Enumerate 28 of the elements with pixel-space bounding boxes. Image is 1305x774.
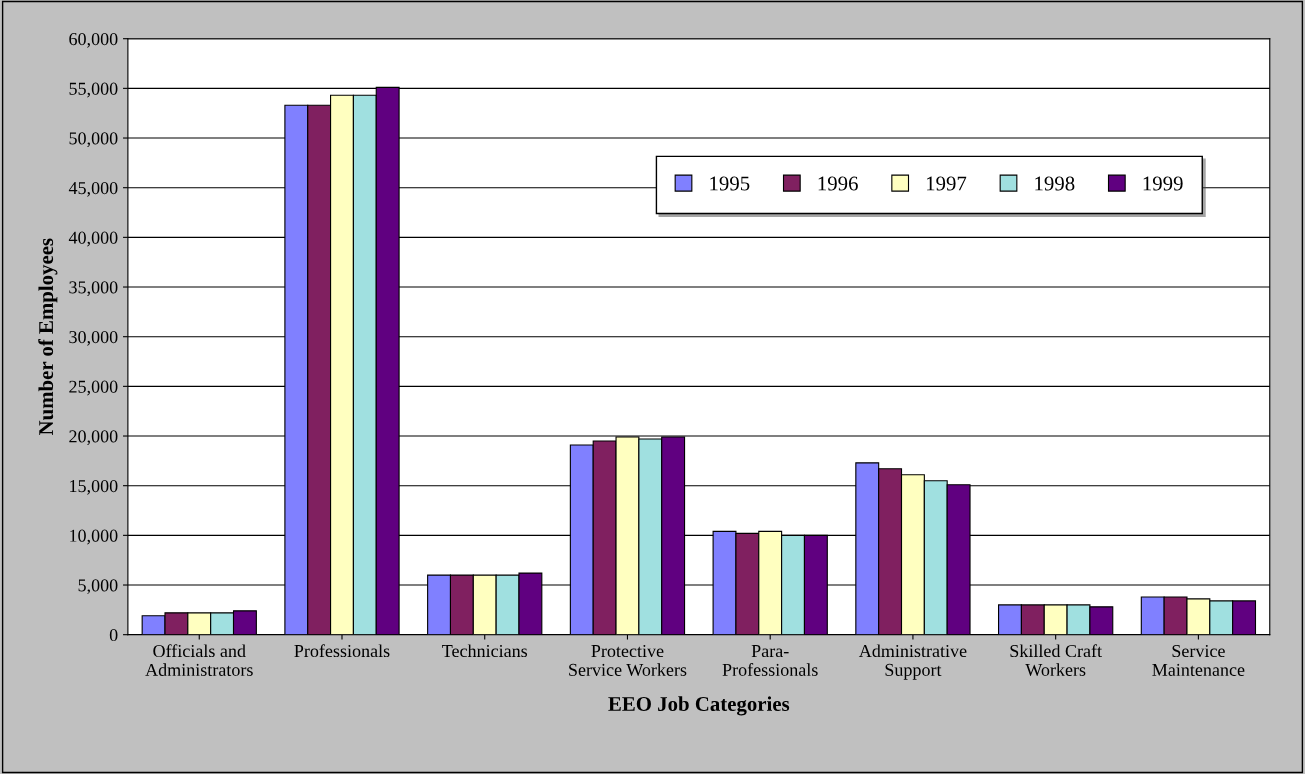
x-tick-label: Technicians — [442, 644, 528, 658]
x-tick-label: Protective Service Workers — [569, 644, 687, 677]
y-tick-label: 10,000 — [70, 529, 118, 545]
legend-label: 1999 — [1143, 176, 1183, 191]
y-tick-label: 40,000 — [68, 231, 118, 247]
x-tick-label: Para- Professionals — [722, 645, 818, 676]
y-tick-label: 60,000 — [69, 32, 118, 48]
x-axis-title: EEO Job Categories — [608, 696, 790, 716]
y-tick-label: 30,000 — [69, 330, 118, 346]
y-tick-label: 5,000 — [78, 579, 118, 595]
y-tick-label: 45,000 — [68, 181, 118, 197]
legend-label: 1996 — [818, 176, 858, 191]
y-tick-label: 50,000 — [69, 132, 118, 148]
y-tick-label: 15,000 — [70, 479, 118, 495]
y-tick-label: 55,000 — [69, 82, 118, 98]
y-tick-label: 25,000 — [69, 380, 118, 396]
x-tick-label: Skilled Craft Workers — [1010, 644, 1102, 677]
y-axis-title: Number of Employees — [38, 238, 58, 436]
x-tick-label: Administrative Support — [858, 644, 967, 680]
x-tick-label: Service Maintenance — [1152, 644, 1245, 676]
y-tick-label: 20,000 — [69, 430, 118, 446]
legend-label: 1998 — [1035, 176, 1075, 191]
y-tick-label: 0 — [109, 628, 118, 642]
legend-label: 1995 — [710, 176, 750, 191]
x-tick-label: Officials and Administrators — [145, 644, 253, 676]
legend-label: 1997 — [927, 176, 967, 191]
x-tick-label: Professionals — [294, 644, 390, 658]
y-tick-label: 35,000 — [69, 281, 118, 297]
